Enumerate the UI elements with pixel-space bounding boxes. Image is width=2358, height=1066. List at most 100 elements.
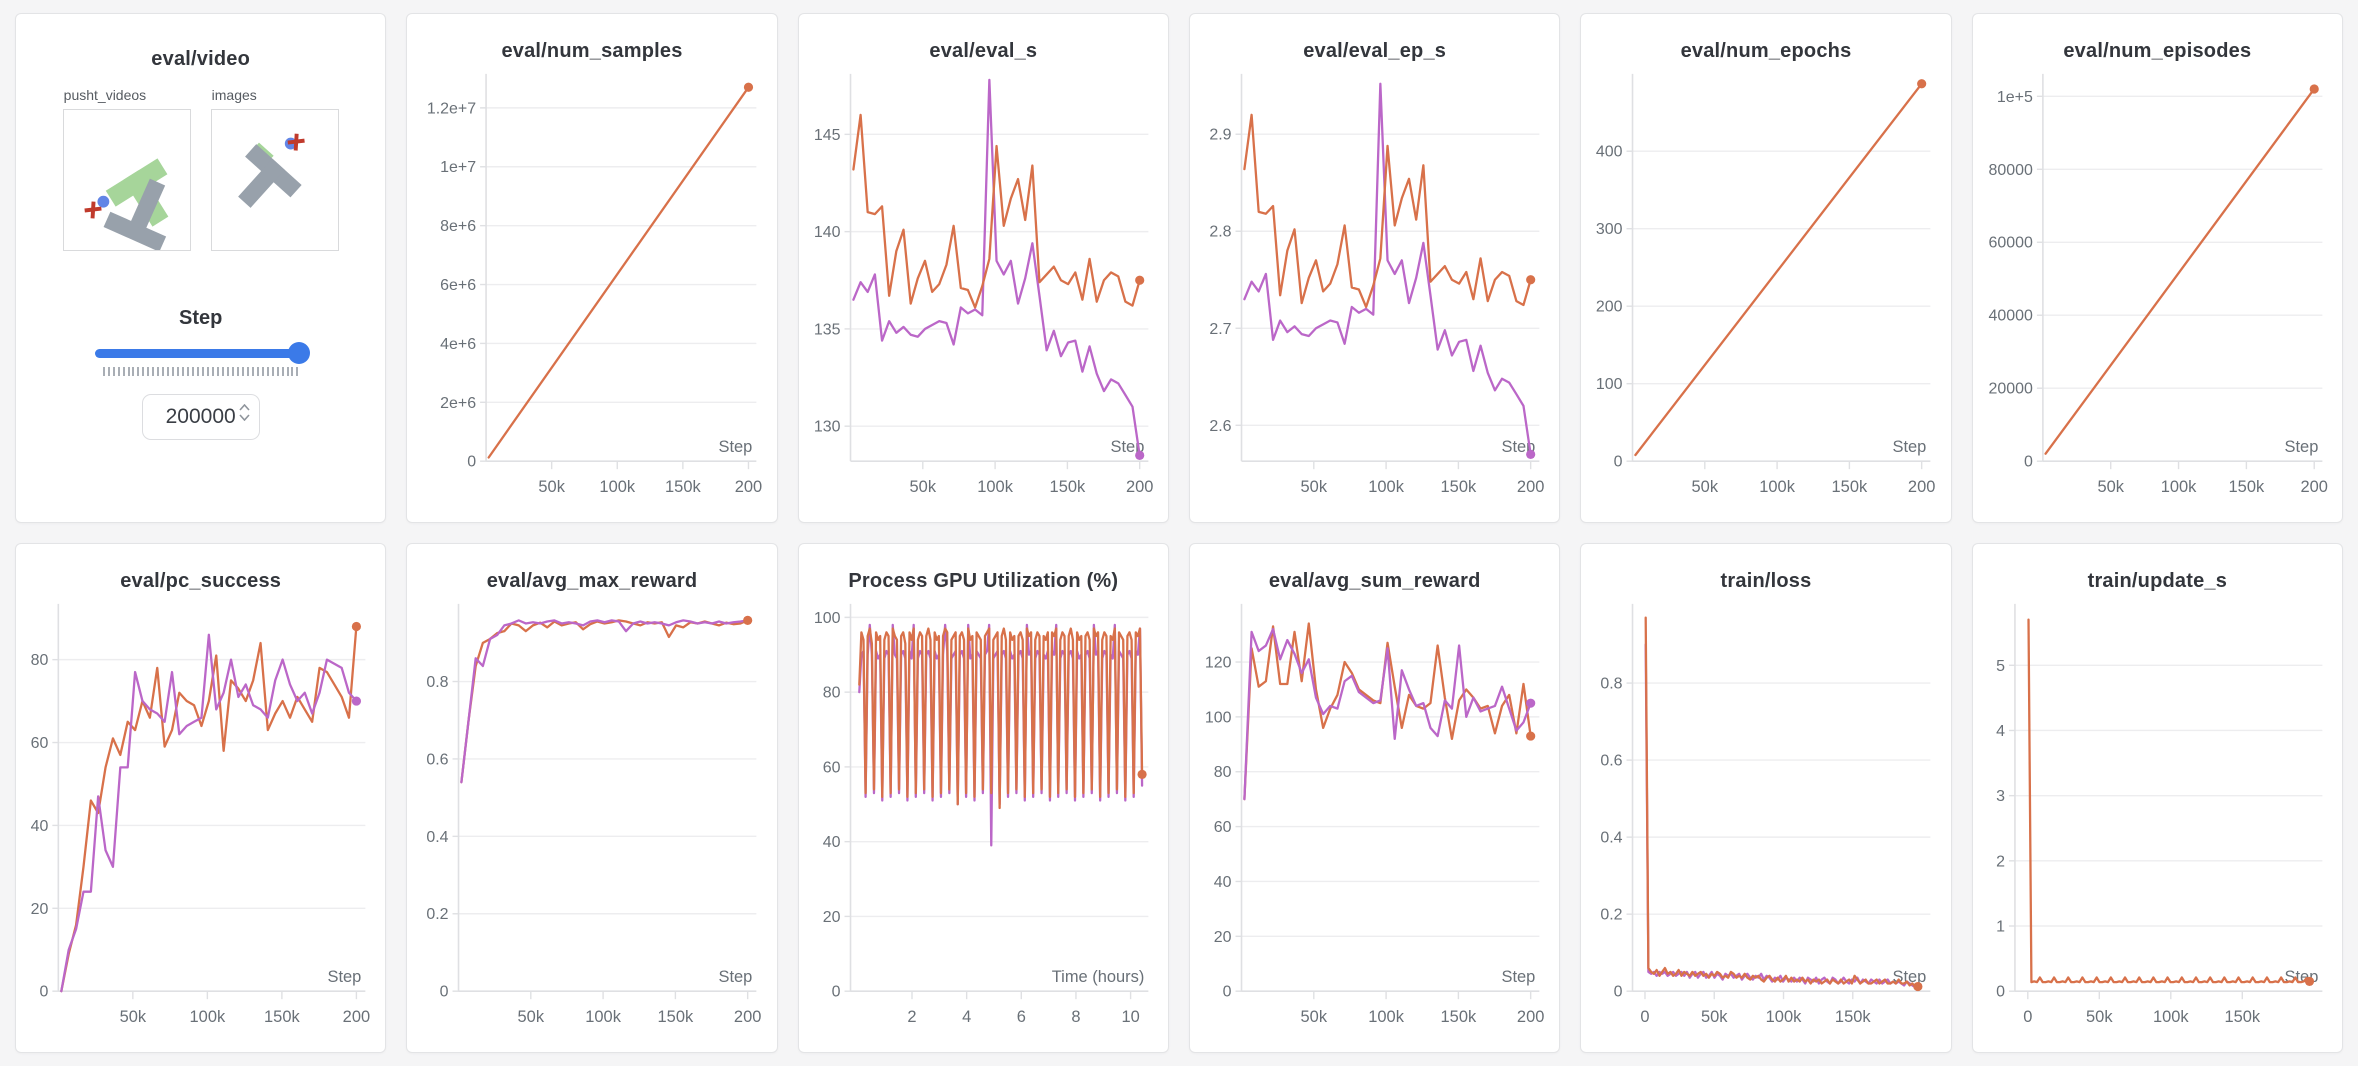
chart-canvas[interactable]: 0 20000 40000 60000 80000 1e+5 50k 100k 150k 200 S… (1981, 65, 2334, 518)
x-tick-label: 200 (1126, 478, 1153, 496)
stepper-arrows (239, 404, 250, 421)
chart-canvas[interactable]: 0 2e+6 4e+6 6e+6 8e+6 1e+7 1.2e+7 50k 100k 150k 20… (415, 65, 768, 518)
step-number-input[interactable]: 200000 (141, 394, 260, 440)
series-end-dot-run-orange (2304, 976, 2314, 986)
chart-canvas[interactable]: 0 100 200 300 400 50k 100k 150k 200 Step (1589, 65, 1942, 518)
pusht-render (237, 133, 305, 208)
x-tick-label: 100k (977, 478, 1013, 496)
video-thumbnail[interactable] (62, 109, 191, 252)
series-end-dot-run-purple (1134, 450, 1144, 460)
panel-train-update-s: train/update_s 0 1 2 3 4 5 0 50k 100k 150k Step (1971, 543, 2343, 1053)
y-tick-label: 120 (1205, 655, 1232, 672)
y-tick-label: 2.8 (1209, 224, 1231, 241)
series-line-run-purple (851, 78, 1141, 457)
chart-title: eval/num_episodes (2063, 40, 2252, 62)
y-tick-label: 100 (1205, 709, 1232, 726)
series-end-dot-run-orange (1134, 275, 1144, 285)
step-slider[interactable] (94, 342, 310, 364)
chevron-up-icon[interactable] (239, 404, 250, 411)
series-line-run-orange (460, 619, 750, 784)
series-end-dot-run-orange (1917, 79, 1927, 89)
chart-canvas[interactable]: 0 20 40 60 80 50k 100k 150k 200 Step (24, 595, 377, 1048)
series-line-run-orange (2044, 87, 2315, 455)
panel-train-loss: train/loss 0 0.2 0.4 0.6 0.8 0 50k 100k 150k Step (1580, 543, 1952, 1053)
x-tick-label: 150k (658, 1008, 694, 1026)
panel-title: eval/video (151, 48, 251, 70)
y-tick-label: 0.4 (427, 829, 449, 846)
x-tick-label: 100k (1760, 478, 1796, 496)
chart-canvas[interactable]: 0 20 40 60 80 100 120 50k 100k 150k 200 Step (1198, 595, 1551, 1048)
x-tick-label: 10 (1121, 1008, 1139, 1026)
y-tick-label: 0 (1614, 984, 1623, 1001)
y-tick-label: 80000 (1988, 162, 2033, 179)
chart-canvas[interactable]: 130 135 140 145 50k 100k 150k 200 Step (807, 65, 1160, 518)
series-line-run-purple (1243, 82, 1532, 456)
series-line-run-orange (60, 625, 358, 993)
chart-svg: 0 20 40 60 80 100 2 4 6 8 10 Time (hours) (814, 603, 1149, 1026)
chart-title: eval/num_samples (501, 40, 683, 62)
panel-eval-avg-sum-reward: eval/avg_sum_reward 0 20 40 60 80 100 120 50k 10… (1189, 543, 1561, 1053)
panel-eval-eval-s: eval/eval_s 130 135 140 145 50k 100k 150k 200 St… (797, 13, 1169, 523)
media-caption: pusht_videos (63, 87, 147, 103)
y-tick-label: 40000 (1988, 308, 2033, 325)
panel-eval-num-episodes: eval/num_episodes 0 20000 40000 60000 80000 1… (1971, 13, 2343, 523)
y-tick-label: 4e+6 (440, 336, 476, 353)
y-tick-label: 2e+6 (440, 395, 476, 412)
series-line-run-orange (857, 627, 1143, 810)
series-line-run-purple (460, 619, 750, 784)
x-tick-label: 200 (1517, 478, 1544, 496)
series-line-run-purple (1243, 627, 1532, 801)
y-tick-label: 2.7 (1209, 321, 1231, 338)
y-tick-label: 0.6 (1601, 753, 1623, 770)
x-tick-label: 50k (2086, 1008, 2113, 1026)
chart-canvas[interactable]: 0 0.2 0.4 0.6 0.8 50k 100k 150k 200 Step (415, 595, 768, 1048)
slider-thumb[interactable] (287, 342, 310, 364)
x-tick-label: 100k (2153, 1008, 2189, 1026)
series-end-dot-run-orange (1526, 731, 1536, 741)
y-tick-label: 100 (1596, 376, 1623, 393)
y-tick-label: 0 (1223, 984, 1232, 1001)
y-tick-label: 60 (31, 735, 49, 752)
x-tick-label: 50k (1301, 478, 1328, 496)
series-end-dot-run-orange (743, 615, 753, 625)
chart-canvas[interactable]: 0 0.2 0.4 0.6 0.8 0 50k 100k 150k Step (1589, 595, 1942, 1048)
goal-cross-icon (84, 201, 102, 219)
y-tick-label: 60000 (1988, 235, 2033, 252)
chart-svg: 2.6 2.7 2.8 2.9 50k 100k 150k 200 Step (1209, 73, 1544, 496)
panel-eval-num-samples: eval/num_samples 0 2e+6 4e+6 6e+6 8e+6 1e+7 1.… (406, 13, 778, 523)
series-end-dot-run-orange (1913, 981, 1923, 992)
y-tick-label: 1 (1996, 918, 2005, 935)
y-tick-label: 0 (39, 984, 48, 1001)
x-tick-label: 100k (586, 1008, 622, 1026)
chart-canvas[interactable]: 2.6 2.7 2.8 2.9 50k 100k 150k 200 Step (1198, 65, 1551, 518)
step-value: 200000 (165, 405, 236, 428)
image-thumbnail[interactable] (210, 109, 339, 251)
series-end-dot-run-purple (351, 696, 361, 706)
series-group (1644, 616, 1923, 992)
chevron-down-icon[interactable] (239, 414, 250, 421)
x-tick-label: 150k (665, 478, 701, 496)
x-tick-label: 150k (1049, 478, 1085, 496)
step-control: Step 200000 (30, 307, 371, 440)
chart-title: train/update_s (2087, 570, 2228, 592)
x-tick-label: 150k (1832, 478, 1868, 496)
y-tick-label: 200 (1596, 299, 1623, 316)
series-end-dot-run-orange (1526, 275, 1536, 285)
y-tick-label: 400 (1596, 144, 1623, 161)
x-tick-label: 0 (2023, 1008, 2032, 1026)
panel-eval-video: eval/video pusht_videos (15, 13, 387, 523)
y-tick-label: 0 (1614, 454, 1623, 471)
x-tick-label: 50k (909, 478, 936, 496)
x-tick-label: 200 (734, 1008, 761, 1026)
series-group (60, 621, 361, 993)
slider-track[interactable] (94, 349, 307, 358)
chart-title: eval/avg_max_reward (486, 570, 698, 592)
y-tick-label: 1e+7 (440, 159, 476, 176)
y-tick-label: 0.2 (427, 906, 449, 923)
chart-canvas[interactable]: 0 20 40 60 80 100 2 4 6 8 10 Time (hours) (807, 595, 1160, 1048)
chart-canvas[interactable]: 0 1 2 3 4 5 0 50k 100k 150k Step (1981, 595, 2334, 1048)
y-tick-label: 0 (2024, 454, 2033, 471)
x-tick-label: 100k (2160, 478, 2196, 496)
x-axis-title: Time (hours) (1051, 968, 1144, 986)
